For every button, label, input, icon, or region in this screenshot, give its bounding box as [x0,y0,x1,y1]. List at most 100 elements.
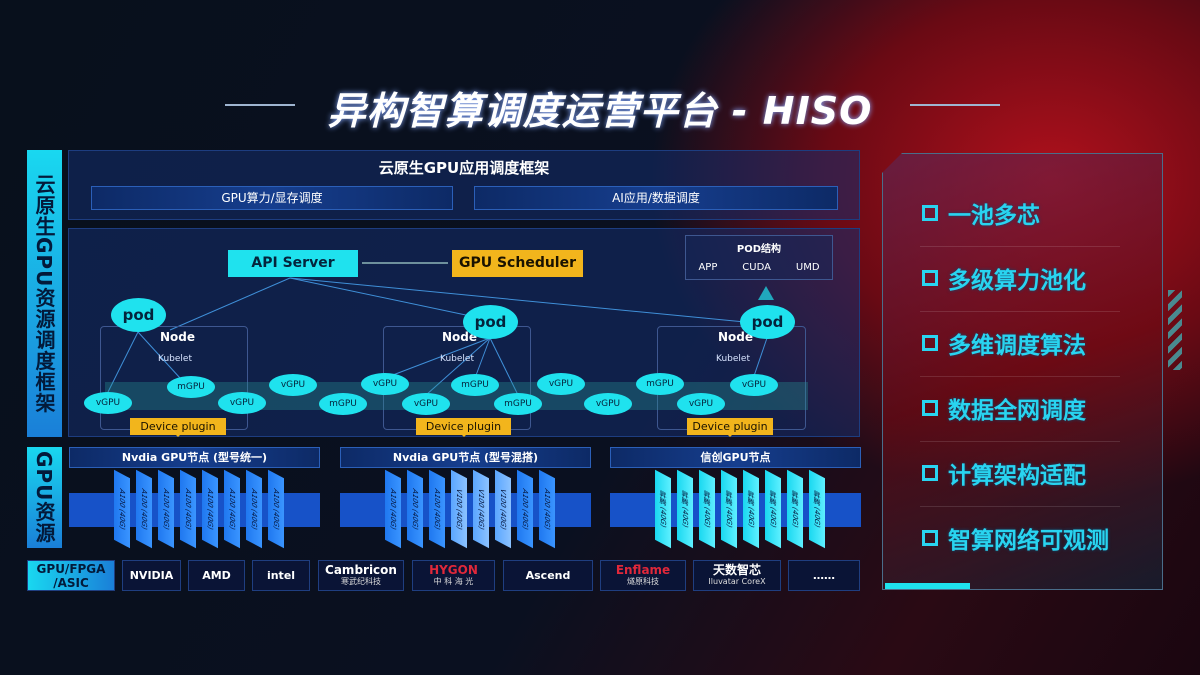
gpu-chip: 昇腾 (40G) [721,469,737,549]
top-title: 云原生GPU应用调度框架 [378,159,550,177]
gpu-unit: vGPU [677,393,725,415]
gpu-unit: vGPU [584,393,632,415]
vendor-name: NVIDIA [129,569,174,582]
gpu-unit: vGPU [269,374,317,396]
feature-divider [920,441,1120,442]
feature-item: 智算网络可观测 [922,521,1109,555]
gpu-chip: A100 (40G) [246,469,262,549]
feature-divider [920,506,1120,507]
gpu-unit: vGPU [218,392,266,414]
gpu-chip: V100 (40G) [495,469,511,549]
vendor-subname: 寒武纪科技 [341,577,381,586]
device-plugin: Device plugin [687,418,773,437]
vendor-name: intel [266,569,296,582]
pod: pod [111,298,166,332]
feature-item: 计算架构适配 [922,456,1086,490]
gpu-chip: 昇腾 (40G) [655,469,671,549]
device-plugin: Device plugin [130,418,226,437]
gpu-chip: V100 (40G) [473,469,489,549]
gpu-chip: 昇腾 (40G) [787,469,803,549]
gpu-chip: A100 (40G) [539,469,555,549]
vendor-category-label: GPU/FPGA /ASIC [27,560,115,591]
api-server: API Server [228,250,358,277]
feature-label: 多级算力池化 [948,268,1086,294]
gpu-unit: mGPU [451,374,499,396]
kubelet-label: Kubelet [158,354,192,364]
kubelet-label: Kubelet [440,354,474,364]
device-plugin: Device plugin [416,418,511,437]
gpu-chip: 昇腾 (40G) [743,469,759,549]
gpu-chip: A100 (40G) [158,469,174,549]
gpu-chip: A100 (40G) [114,469,130,549]
gpu-chip: V100 (40G) [451,469,467,549]
gpu-chip: A100 (40G) [224,469,240,549]
gpu-node-title: Nvdia GPU节点 (型号混搭) [340,447,591,468]
checkbox-icon [922,270,938,286]
gpu-scheduler: GPU Scheduler [452,250,583,277]
vendor-subname: 燧原科技 [627,577,659,586]
gpu-chip: A100 (40G) [268,469,284,549]
node-label: Node [718,330,754,344]
feature-label: 数据全网调度 [948,398,1086,424]
checkbox-icon [922,530,938,546]
vendor-logo: Enflame 燧原科技 [600,560,686,591]
gpu-unit: mGPU [636,373,684,395]
vendor-name: …… [813,569,835,582]
gpu-resource-label: GPU资源 [27,447,62,548]
vendor-logo: 天数智芯 Iluvatar CoreX [693,560,781,591]
pod: pod [740,305,795,339]
pod-structure-title: POD结构 [736,244,782,255]
vendor-logo: intel [252,560,310,591]
title-deco-right [910,104,1000,106]
page-title: 异构智算调度运营平台 - HISO [327,89,873,133]
gpu-chip: A100 (40G) [517,469,533,549]
ai-data-box: AI应用/数据调度 [474,186,838,210]
feature-item: 一池多芯 [922,196,1040,230]
node-label: Node [160,330,196,344]
feature-item: 多维调度算法 [922,326,1086,360]
pod-structure: POD结构 APP CUDA UMD [685,235,833,280]
gpu-unit: mGPU [167,376,215,398]
feature-item: 多级算力池化 [922,261,1086,295]
vendor-subname: Iluvatar CoreX [708,577,766,586]
gpu-chip: 昇腾 (40G) [677,469,693,549]
panel-accent [885,583,970,589]
vendor-name: AMD [202,569,231,582]
node-label: Node [442,330,478,344]
framework-label: 云原生GPU资源调度框架 [27,150,62,437]
kubelet-label: Kubelet [716,354,750,364]
gpu-unit: vGPU [402,393,450,415]
vendor-logo: …… [788,560,860,591]
pod-item: APP [698,262,718,273]
gpu-unit: vGPU [361,373,409,395]
vendor-name: 天数智芯 [712,563,761,577]
vendor-name: HYGON [429,563,478,577]
gpu-compute-box: GPU算力/显存调度 [91,186,453,210]
feature-panel [882,153,1163,590]
feature-divider [920,311,1120,312]
gpu-chip: A100 (40G) [429,469,445,549]
feature-label: 计算架构适配 [948,463,1086,489]
gpu-chip: 昇腾 (40G) [809,469,825,549]
vendor-logo: Ascend [503,560,593,591]
vendor-name: Enflame [615,563,671,577]
vendor-name: Ascend [525,569,571,582]
gpu-chip: A100 (40G) [180,469,196,549]
vendor-logo: HYGON 中 科 海 光 [412,560,495,591]
pod-item: UMD [795,262,820,273]
vendor-subname: 中 科 海 光 [433,577,474,586]
gpu-chip: A100 (40G) [136,469,152,549]
gpu-unit: vGPU [537,373,585,395]
gpu-node-title: Nvdia GPU节点 (型号统一) [69,447,320,468]
gpu-node-title: 信创GPU节点 [610,447,861,468]
gpu-chip: 昇腾 (40G) [699,469,715,549]
title-deco-left [225,104,295,106]
feature-label: 智算网络可观测 [948,528,1109,554]
feature-label: 多维调度算法 [948,333,1086,359]
gpu-chip: A100 (40G) [202,469,218,549]
checkbox-icon [922,400,938,416]
gpu-chip: A100 (40G) [407,469,423,549]
checkbox-icon [922,335,938,351]
feature-divider [920,376,1120,377]
checkbox-icon [922,205,938,221]
